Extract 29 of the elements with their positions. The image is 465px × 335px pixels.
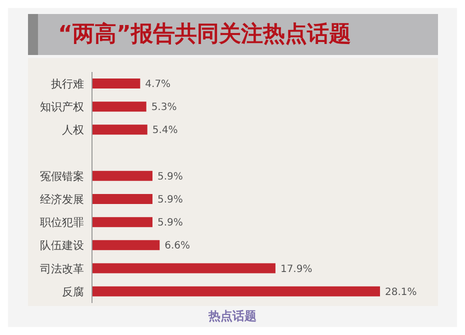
- bar: [92, 102, 146, 112]
- y-tick-label: 司法改革: [40, 262, 84, 276]
- y-tick-label: 人权: [62, 124, 84, 137]
- data-label: 5.3%: [151, 102, 177, 114]
- data-label: 5.4%: [152, 125, 178, 136]
- data-label: 28.1%: [385, 286, 417, 298]
- bar: [92, 194, 152, 204]
- y-tick-label: 经济发展: [40, 192, 84, 206]
- bar: [92, 286, 380, 296]
- bar: [92, 170, 152, 181]
- y-tick-label: 队伍建设: [40, 239, 84, 252]
- data-label: 5.9%: [157, 171, 183, 182]
- chart-title: “两高”报告共同关注热点话题: [57, 20, 352, 49]
- y-tick-label: 职位犯罪: [40, 216, 84, 230]
- bar: [92, 263, 276, 274]
- bar: [92, 217, 152, 228]
- y-tick-label: 知识产权: [40, 100, 84, 114]
- bar: [92, 78, 140, 88]
- x-axis-title: 热点话题: [207, 308, 258, 325]
- bar: [92, 240, 160, 250]
- data-label: 6.6%: [164, 240, 190, 252]
- y-tick-label: 冤假错案: [40, 170, 84, 183]
- y-tick-label: 反腐: [62, 285, 84, 298]
- data-label: 4.7%: [145, 79, 171, 90]
- bar: [92, 124, 148, 135]
- data-label: 5.9%: [157, 194, 183, 206]
- data-label: 5.9%: [157, 218, 183, 229]
- y-tick-label: 执行难: [51, 77, 84, 90]
- data-label: 17.9%: [280, 264, 312, 275]
